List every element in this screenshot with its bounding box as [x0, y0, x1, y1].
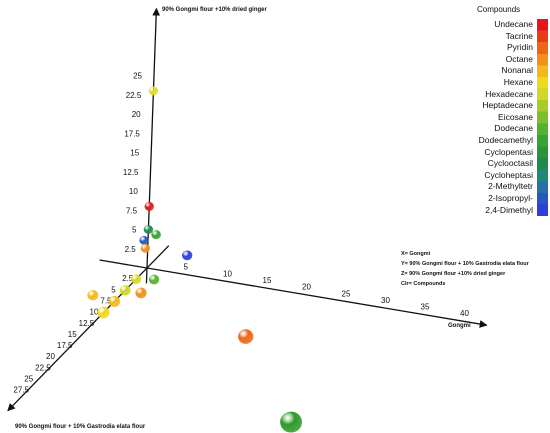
y-tick-label: 20 — [46, 352, 55, 361]
y-tick-label: 5 — [111, 285, 116, 294]
legend-entry: Cyclooctasil — [487, 158, 533, 169]
y-tick-label: 17.5 — [57, 341, 73, 350]
y-tick-label: 27.5 — [13, 386, 29, 395]
z-tick-label: 2.5 — [125, 245, 137, 254]
axis-key-y: Y= 90% Gongmi flour + 10% Gastrodia elat… — [401, 261, 529, 267]
data-point — [108, 295, 121, 307]
z-axis-line — [145, 7, 161, 284]
y-tick-label: 7.5 — [100, 296, 112, 305]
x-tick-label: 20 — [302, 283, 311, 292]
z-tick-label: 20 — [132, 110, 141, 119]
legend-entry: Hexane — [503, 77, 533, 87]
x-axis-line — [99, 259, 488, 328]
axis-key-z: Z= 90% Gongmi flour +10% dried ginger — [401, 271, 506, 277]
legend-entry: Tacrine — [505, 30, 533, 41]
data-point — [87, 290, 99, 301]
legend-entry: Pyridin — [507, 42, 533, 53]
data-point — [280, 411, 302, 433]
x-axis-title: Gongmi — [448, 323, 471, 329]
legend-color-bar — [537, 19, 548, 216]
data-point — [139, 235, 149, 245]
legend-entry: Undecane — [494, 19, 533, 29]
x-tick-label: 5 — [184, 263, 189, 272]
x-tick-label: 15 — [263, 276, 272, 285]
y-tick-label: 22.5 — [35, 363, 51, 372]
data-point — [131, 274, 142, 284]
z-tick-label: 10 — [129, 187, 138, 196]
legend-entry: Dodecane — [494, 123, 533, 134]
z-tick-label: 17.5 — [124, 129, 140, 138]
data-point — [119, 285, 131, 296]
data-point — [151, 230, 161, 240]
legend-entry: Hexadecane — [485, 88, 533, 99]
legend-entry: Cyclopentasi — [484, 146, 533, 157]
legend-entry: Eicosane — [498, 111, 533, 122]
data-point — [97, 306, 110, 319]
z-tick-label: 15 — [130, 149, 139, 158]
z-tick-label: 22.5 — [126, 91, 142, 100]
z-axis-title: 90% Gongmi flour +10% dried ginger — [162, 7, 268, 13]
legend-entry: 2-Methyltetr — [488, 181, 533, 192]
z-tick-label: 7.5 — [126, 206, 138, 215]
z-tick-label: 5 — [132, 226, 137, 235]
x-tick-label: 10 — [223, 269, 232, 278]
legend-entry: Dodecamethyl — [478, 135, 533, 145]
legend-entry: 2,4-Dimethyl — [485, 204, 533, 215]
data-point — [144, 201, 154, 211]
axis-key-color: Clr= Compounds — [401, 281, 446, 287]
data-point — [135, 287, 147, 299]
data-point — [148, 274, 160, 285]
legend-entry: Nonanal — [501, 65, 533, 76]
axis-key-x: X= Gongmi — [401, 251, 431, 257]
y-tick-label: 15 — [68, 330, 77, 339]
legend-entry: Cycloheptasi — [484, 169, 533, 180]
legend-entry: 2-Isopropyl- — [488, 193, 533, 203]
legend-entry: Octane — [505, 53, 533, 64]
y-axis-title: 90% Gongmi flour + 10% Gastrodia elata f… — [15, 424, 146, 430]
z-tick-label: 12.5 — [123, 168, 139, 177]
x-tick-label: 30 — [381, 296, 390, 305]
data-point — [238, 329, 254, 344]
data-point — [182, 250, 193, 261]
z-tick-label: 25 — [133, 72, 142, 81]
data-point — [140, 243, 151, 253]
x-tick-label: 35 — [421, 303, 430, 312]
legend-entry: Heptadecane — [482, 100, 533, 111]
x-tick-label: 25 — [342, 289, 351, 298]
y-tick-label: 12.5 — [79, 319, 95, 328]
y-axis-line — [7, 245, 170, 412]
y-tick-label: 25 — [24, 375, 33, 384]
legend-title: Compounds — [477, 5, 521, 14]
data-point — [143, 225, 154, 234]
y-tick-label: 2.5 — [122, 274, 134, 283]
data-point — [148, 86, 159, 96]
y-tick-label: 10 — [90, 308, 99, 317]
x-tick-label: 40 — [460, 309, 469, 318]
